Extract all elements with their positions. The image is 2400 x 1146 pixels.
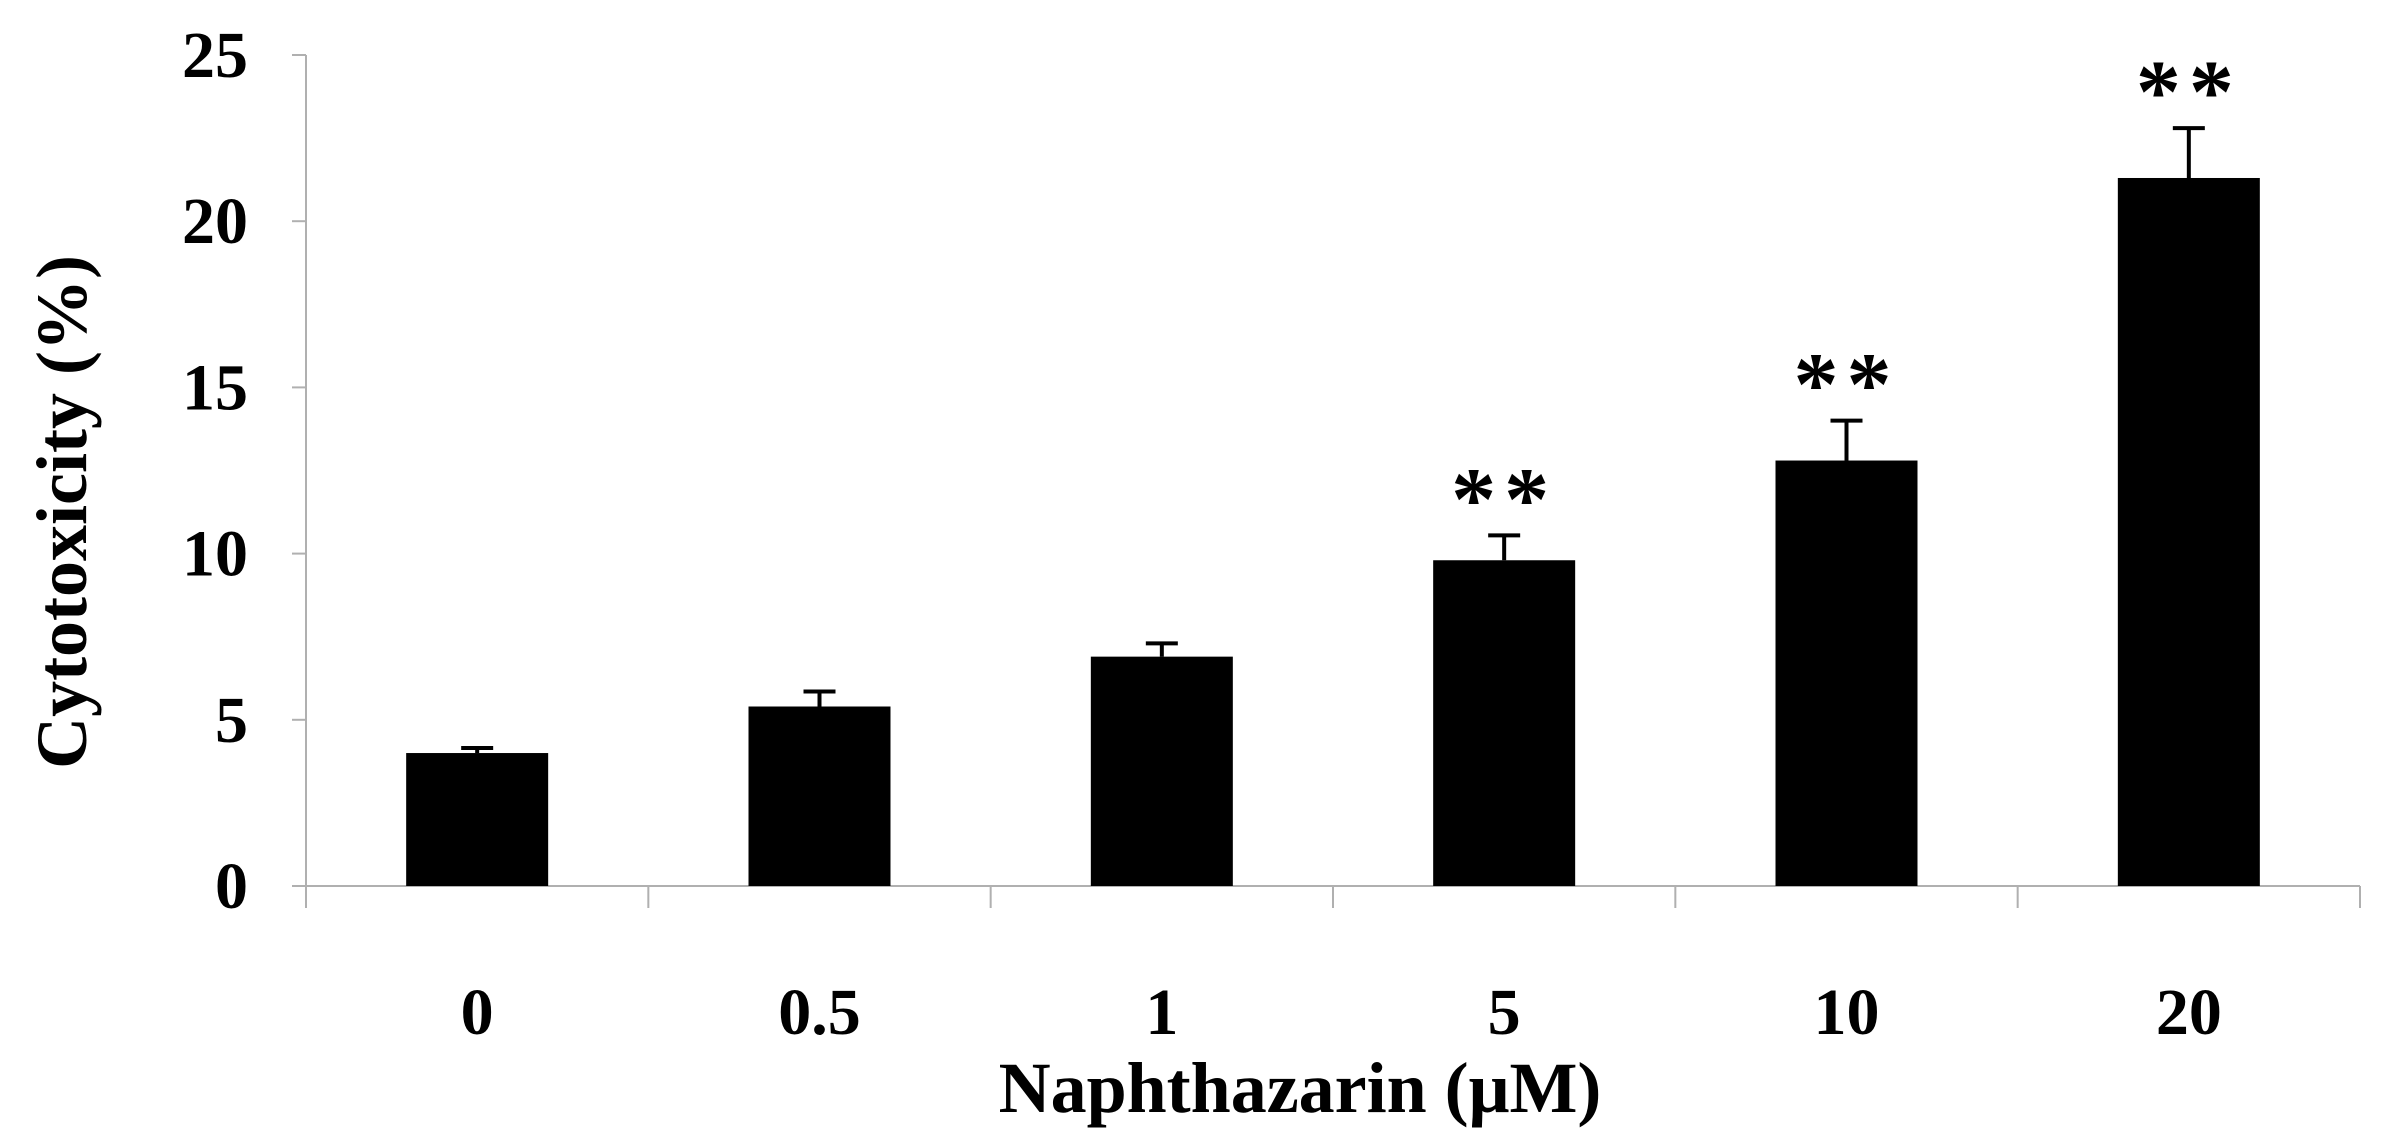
y-tick-label: 5 bbox=[215, 684, 248, 757]
y-axis-title: Cytotoxicity (%) bbox=[22, 255, 102, 769]
y-tick-label: 10 bbox=[182, 518, 248, 591]
bar bbox=[1775, 460, 1918, 886]
x-axis-title: Naphthazarin (μM) bbox=[999, 1048, 1602, 1128]
bar bbox=[1433, 560, 1576, 886]
bar bbox=[2117, 177, 2260, 886]
y-tick-label: 20 bbox=[182, 185, 248, 258]
x-tick-label: 10 bbox=[1814, 976, 1880, 1049]
bar bbox=[748, 706, 891, 886]
x-tick-label: 0 bbox=[461, 976, 494, 1049]
y-tick-label: 15 bbox=[182, 351, 248, 424]
significance-marker: ** bbox=[2136, 43, 2242, 142]
significance-marker: ** bbox=[1794, 336, 1900, 435]
bar bbox=[406, 753, 549, 886]
bar bbox=[1090, 656, 1233, 886]
x-tick-label: 1 bbox=[1145, 976, 1178, 1049]
x-tick-label: 20 bbox=[2156, 976, 2222, 1049]
x-tick-label: 0.5 bbox=[778, 976, 861, 1049]
x-tick-label: 5 bbox=[1488, 976, 1521, 1049]
y-tick-label: 0 bbox=[215, 850, 248, 923]
significance-marker: ** bbox=[1451, 450, 1557, 549]
y-tick-label: 25 bbox=[182, 19, 248, 92]
